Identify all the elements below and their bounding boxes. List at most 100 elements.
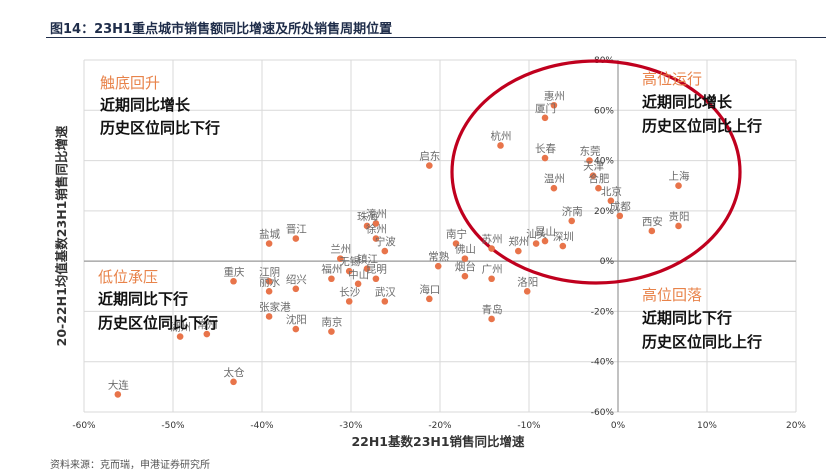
data-point: [550, 184, 558, 192]
point-label: 绍兴: [286, 273, 307, 286]
quadrant-line1-bottom-right: 近期同比下行: [642, 309, 732, 327]
y-tick-label: 20%: [594, 207, 614, 217]
point-label: 南宁: [446, 228, 467, 241]
point-label: 合肥: [588, 172, 609, 185]
point-label: 珠海: [357, 210, 378, 223]
quadrant-title-bottom-right: 高位回落: [642, 286, 702, 304]
point-label: 厦门: [535, 102, 556, 115]
point-label: 宁波: [375, 235, 396, 248]
point-label: 漳州: [366, 207, 387, 220]
point-label: 太仓: [224, 366, 245, 379]
data-point: [589, 172, 597, 179]
point-label: 海口: [419, 283, 440, 296]
quadrant-line2-bottom-right: 历史区位同比上行: [642, 333, 762, 351]
point-label: 晋江: [286, 224, 307, 236]
x-tick-label: -20%: [428, 421, 452, 431]
data-point: [292, 235, 300, 242]
point-label: 昆山: [535, 226, 556, 238]
data-point: [541, 237, 549, 245]
data-point: [595, 184, 602, 192]
data-point: [372, 275, 380, 283]
title-bar: 图14：23H1重点城市销售额同比增速及所处销售周期位置: [0, 0, 835, 40]
point-label: 江阴: [259, 266, 280, 278]
data-point: [426, 162, 433, 169]
x-tick-label: -60%: [72, 421, 96, 431]
x-tick-label: -50%: [161, 421, 185, 431]
point-label: 长春: [535, 143, 556, 155]
x-tick-label: -40%: [250, 421, 274, 431]
point-label: 启东: [419, 150, 440, 163]
quadrant-line2-bottom-left: 历史区位同比下行: [98, 314, 218, 332]
quadrant-line2-top-left: 历史区位同比下行: [100, 119, 220, 137]
data-point: [488, 315, 495, 323]
point-label: 兰州: [330, 243, 351, 256]
data-point: [328, 275, 335, 283]
data-point: [568, 217, 576, 225]
point-label: 东莞: [580, 145, 601, 158]
figure-title: 图14：23H1重点城市销售额同比增速及所处销售周期位置: [50, 22, 393, 37]
data-point: [616, 212, 624, 220]
point-label: 长沙: [339, 286, 360, 298]
data-point: [515, 247, 522, 255]
data-point: [497, 142, 504, 149]
point-label: 北京: [601, 185, 622, 198]
x-tick-label: 20%: [786, 421, 806, 431]
data-point: [230, 277, 237, 285]
point-label: 苏州: [482, 233, 503, 246]
data-point: [354, 280, 362, 288]
y-tick-label: 0%: [600, 257, 615, 267]
point-label: 惠州: [544, 89, 565, 102]
data-point: [488, 245, 495, 252]
data-point: [559, 242, 567, 250]
data-point: [265, 240, 273, 247]
quadrant-line1-top-left: 近期同比增长: [100, 96, 191, 114]
point-label: 汕头: [526, 229, 547, 241]
point-label: 常州: [197, 318, 218, 331]
data-point: [372, 235, 380, 242]
data-point: [363, 265, 371, 272]
highlight-ellipse: [450, 59, 742, 285]
data-point: [461, 255, 469, 262]
data-point: [607, 197, 615, 205]
data-point: [265, 277, 273, 285]
data-point: [230, 378, 237, 386]
y-tick-label: 40%: [594, 157, 614, 167]
data-points: [114, 101, 682, 398]
y-axis-title: 20-22H1均值基数23H1销售同比增速: [54, 125, 69, 346]
data-point: [586, 157, 593, 164]
quadrant-line1-bottom-left: 近期同比下行: [98, 290, 188, 308]
data-point: [426, 295, 433, 303]
x-tick-label: -10%: [517, 421, 541, 431]
point-label: 郑州: [508, 235, 529, 248]
data-point: [523, 288, 531, 295]
data-point: [541, 114, 549, 122]
point-label: 中山: [348, 268, 369, 281]
data-point: [265, 288, 273, 295]
point-label: 无锡: [339, 255, 360, 268]
data-point: [550, 101, 558, 109]
quadrant-bottom-left: 低位承压 近期同比下行 历史区位同比下行: [98, 268, 218, 332]
data-point: [452, 240, 460, 247]
point-label: 成都: [610, 201, 631, 213]
data-point: [292, 325, 300, 333]
data-point: [292, 285, 300, 293]
quadrant-title-top-right: 高位运行: [642, 70, 702, 88]
point-label: 沈阳: [286, 313, 307, 326]
point-label: 盐城: [259, 228, 280, 241]
point-label: 杭州: [491, 129, 512, 142]
quadrant-bottom-right: 高位回落 近期同比下行 历史区位同比上行: [642, 286, 762, 351]
point-label: 镇江: [357, 253, 378, 266]
data-point: [434, 262, 442, 270]
y-tick-label: 60%: [594, 106, 614, 116]
data-point: [114, 391, 122, 398]
data-point: [203, 330, 211, 338]
point-label: 常熟: [428, 250, 449, 263]
point-label: 广州: [482, 264, 503, 276]
point-label: 温州: [544, 173, 565, 185]
data-point: [363, 222, 371, 230]
point-label: 天津: [583, 161, 604, 173]
point-label: 洛阳: [517, 275, 538, 288]
quadrant-title-bottom-left: 低位承压: [98, 268, 158, 286]
